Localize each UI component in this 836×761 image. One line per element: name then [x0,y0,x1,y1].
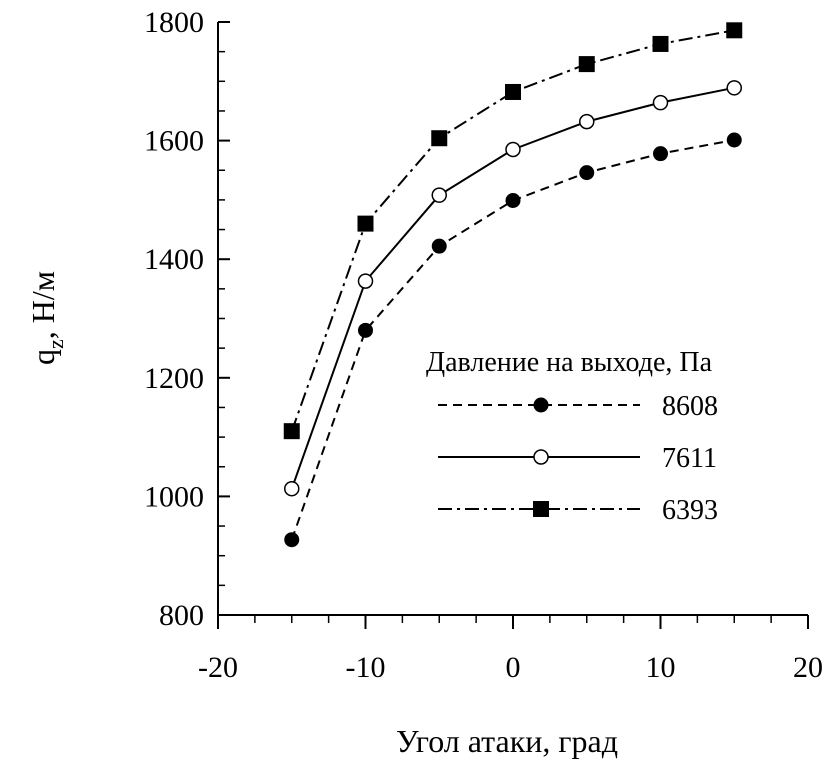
x-tick-label: -10 [346,651,386,684]
legend-item-8608: 8608 [438,391,718,422]
y-tick-label: 1200 [144,362,204,395]
series-layer [283,22,743,548]
x-tick-label: -20 [198,651,238,684]
legend-label: 7611 [662,443,717,474]
data-point [357,273,374,289]
data-point [505,83,521,100]
x-tick-label: 0 [506,651,521,684]
data-point [726,80,742,96]
legend-label: 8608 [662,391,718,422]
legend-marker [533,449,549,465]
x-axis-title: Угол атаки, град [396,723,618,759]
data-point [505,141,521,158]
data-point [652,35,669,52]
data-point [578,56,595,73]
y-tick-label: 800 [159,599,204,632]
legend-item-6393: 6393 [438,495,718,526]
series-8608 [284,132,742,548]
data-point [358,322,373,338]
legend-marker [533,397,549,413]
y-ticks: 800 1000 1200 1400 1600 1800 [144,6,230,632]
data-point [726,132,742,148]
legend: Давление на выходе, Па 8608 7611 6393 [426,347,718,526]
data-point [284,532,300,548]
y-tick-label: 1400 [144,243,204,276]
data-point [652,94,669,111]
data-point [431,238,447,254]
data-point [505,192,521,208]
legend-items: 8608 7611 6393 [438,391,718,526]
data-point [284,480,300,497]
data-point [357,215,374,232]
y-tick-label: 1600 [144,125,204,158]
series-7611 [284,80,742,497]
data-point [431,130,448,147]
x-ticks: -20 -10 0 10 20 [198,615,823,684]
x-tick-label: 10 [646,651,676,684]
x-tick-label: 20 [793,651,823,684]
y-tick-label: 1800 [144,6,204,39]
data-point [283,423,300,440]
series-6393 [283,22,743,440]
legend-label: 6393 [662,495,718,526]
data-point [431,187,447,203]
data-point [579,165,595,181]
y-tick-label: 1000 [144,480,204,513]
data-point [579,113,595,130]
y-axis-title-main: q [25,349,61,365]
legend-marker [533,501,549,517]
data-point [653,146,668,162]
y-axis-title-subscript: z [43,339,68,349]
axes [217,22,808,616]
legend-item-7611: 7611 [438,443,717,474]
legend-title: Давление на выходе, Па [426,347,713,378]
data-point [726,22,743,39]
y-axis-title: qz, Н/м [25,271,68,365]
y-axis-title-unit: , Н/м [25,271,61,339]
